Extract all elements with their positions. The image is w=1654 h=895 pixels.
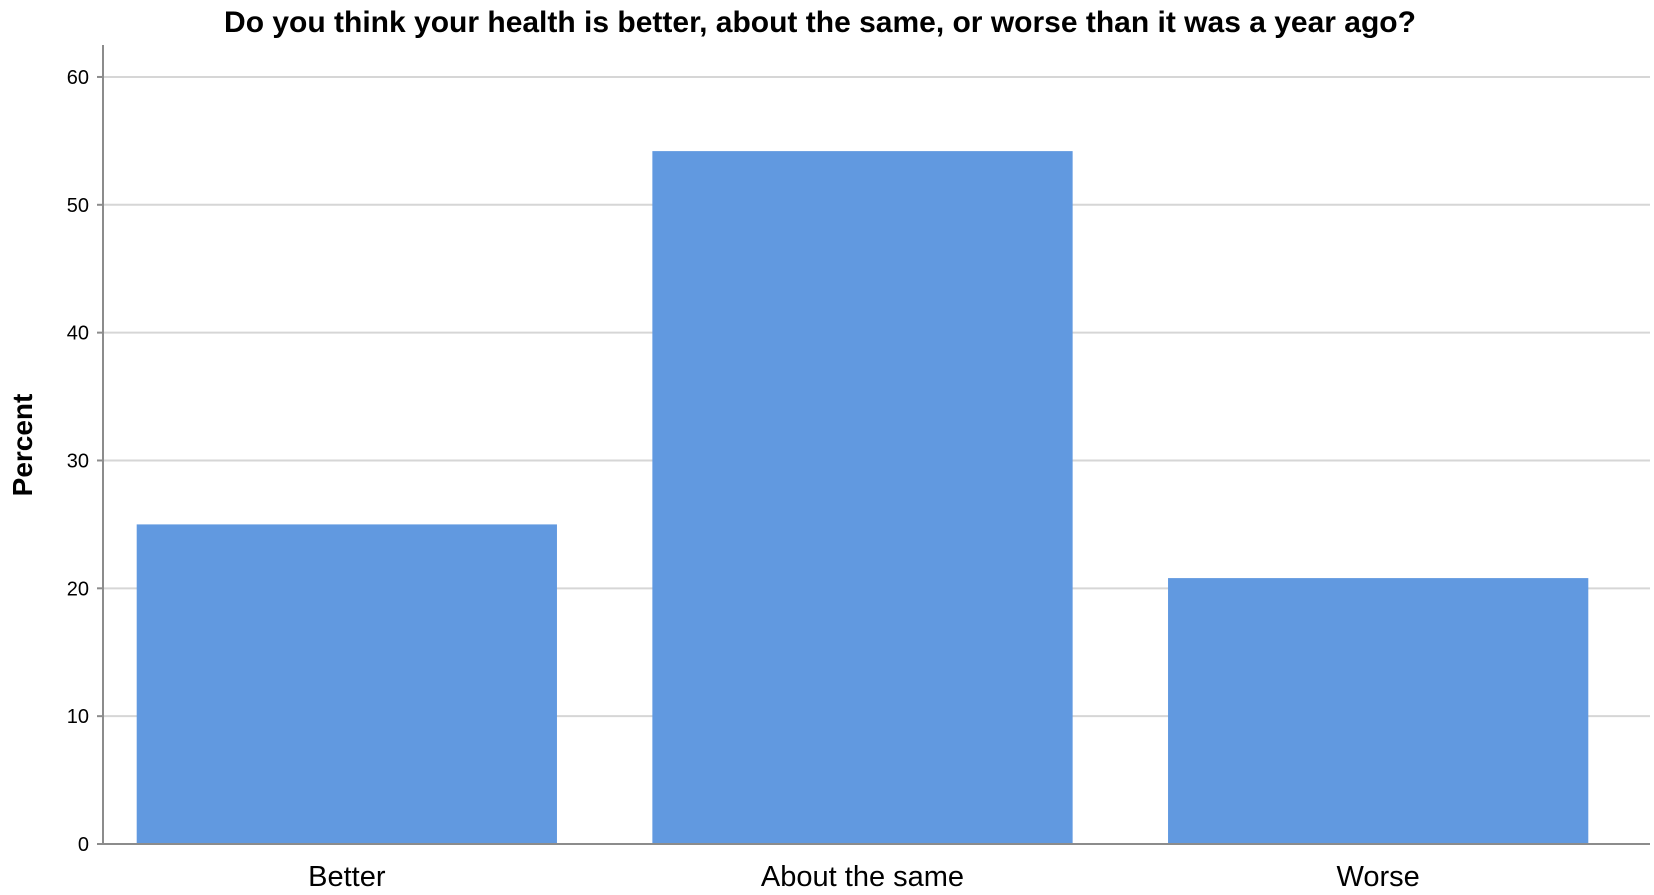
y-axis-label: Percent: [7, 394, 38, 497]
y-tick-label: 0: [78, 834, 89, 856]
y-tick-label: 30: [67, 450, 89, 472]
chart-title: Do you think your health is better, abou…: [224, 6, 1416, 39]
bar-better: [136, 524, 557, 844]
y-tick-label: 20: [67, 578, 89, 600]
bar-about-the-same: [652, 151, 1073, 845]
y-tick-label: 60: [67, 67, 89, 89]
bars: [136, 151, 1589, 845]
axes: [97, 45, 1650, 845]
y-tick-label: 40: [67, 323, 89, 345]
y-tick-label: 50: [67, 195, 89, 217]
x-tick-label: Worse: [1337, 861, 1420, 890]
x-tick-label: About the same: [761, 861, 964, 890]
x-tick-label: Better: [308, 861, 386, 890]
x-tick-labels: Better About the same Worse: [308, 861, 1420, 893]
y-tick-label: 10: [67, 706, 89, 728]
y-tick-labels: 0 10 20 30 40 50 60: [67, 67, 89, 856]
bar-worse: [1168, 578, 1589, 844]
